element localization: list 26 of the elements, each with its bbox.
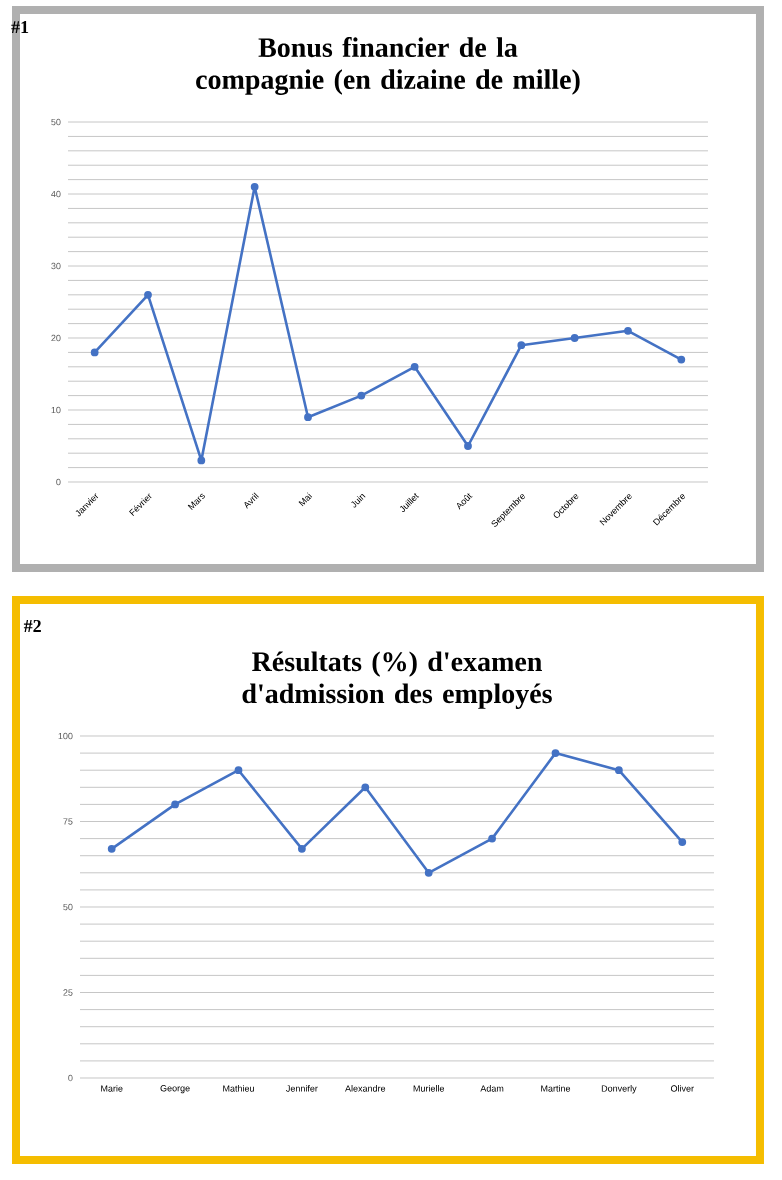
point — [297, 844, 306, 853]
point — [570, 334, 579, 342]
point — [304, 413, 312, 422]
text: #1 — [11, 21, 29, 33]
text: #2 — [23, 619, 41, 632]
point — [614, 766, 623, 775]
point — [234, 766, 243, 775]
point — [171, 800, 179, 809]
point — [464, 442, 472, 450]
point — [678, 838, 687, 846]
point — [677, 355, 686, 364]
point — [424, 868, 433, 877]
point — [551, 749, 560, 758]
point — [410, 362, 419, 371]
point — [488, 834, 496, 843]
point — [90, 348, 99, 357]
point — [361, 783, 370, 792]
point — [517, 341, 526, 350]
chart-title: Résultats (%) d'examen d'admission des employés — [242, 651, 552, 709]
point — [250, 182, 259, 191]
point — [624, 326, 632, 335]
point — [107, 844, 116, 853]
point — [357, 391, 366, 400]
point — [197, 456, 206, 465]
chart-title: Bonus financier de la compagnie (en dizaine de mille) — [196, 37, 580, 95]
point — [144, 290, 152, 299]
